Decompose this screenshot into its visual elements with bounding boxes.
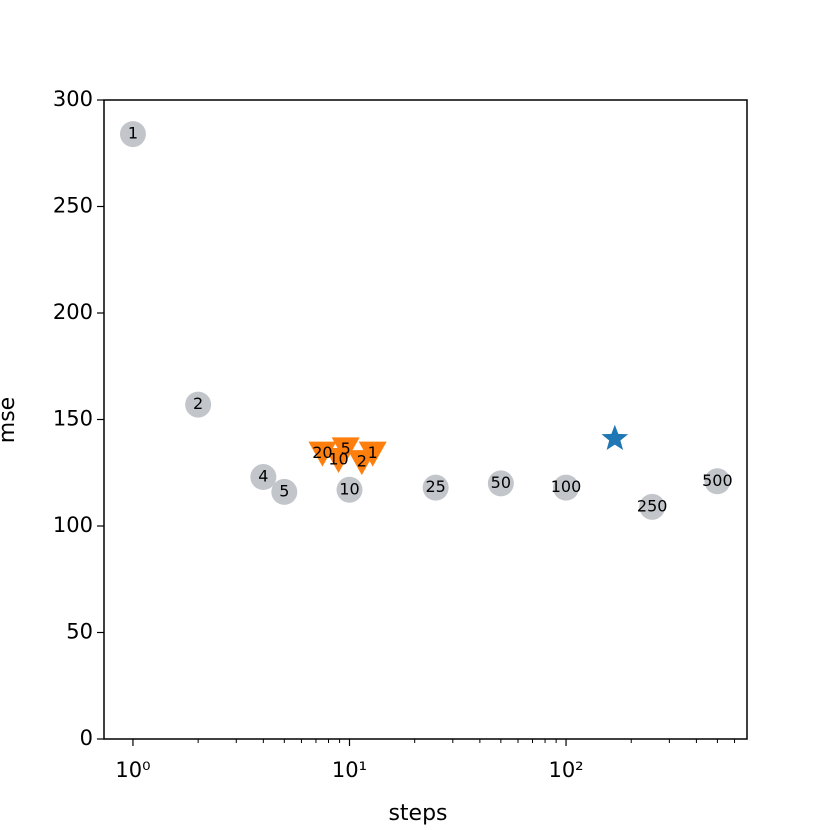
point	[250, 464, 277, 491]
point-label: 25	[425, 477, 445, 496]
point	[271, 478, 298, 505]
point	[601, 424, 629, 450]
x-tick-label: 10¹	[332, 758, 367, 782]
point-label: 2	[357, 452, 367, 471]
point	[119, 121, 146, 148]
x-tick-label: 10⁰	[115, 758, 150, 782]
point	[553, 474, 580, 501]
point-label: 500	[702, 471, 733, 490]
point-label: 1	[128, 124, 138, 143]
point-label: 100	[551, 477, 582, 496]
point-label: 10	[339, 479, 359, 498]
point	[704, 468, 731, 495]
point	[336, 476, 363, 503]
y-tick-label: 250	[53, 194, 93, 218]
y-tick-label: 200	[53, 300, 93, 324]
y-tick-label: 0	[80, 726, 93, 750]
point	[639, 493, 666, 520]
point-label: 20	[312, 443, 332, 462]
y-tick-label: 300	[53, 87, 93, 111]
point	[324, 447, 353, 473]
plot-frame	[103, 99, 748, 740]
point-label: 5	[341, 439, 351, 458]
point-label: 1	[368, 443, 378, 462]
y-tick-label: 50	[66, 620, 93, 644]
y-axis-label: mse	[0, 397, 20, 443]
point	[185, 391, 212, 418]
point-label: 250	[637, 496, 668, 515]
point-label: 4	[258, 467, 268, 486]
point	[487, 470, 514, 497]
point-label: 5	[279, 481, 289, 500]
point	[422, 474, 449, 501]
point	[308, 441, 337, 467]
x-tick-label: 10²	[548, 758, 583, 782]
point-label: 10	[328, 449, 348, 468]
point-label: 2	[193, 394, 203, 413]
y-tick-label: 150	[53, 407, 93, 431]
y-tick-label: 100	[53, 513, 93, 537]
x-axis-label: steps	[388, 801, 447, 826]
point-label: 50	[491, 473, 511, 492]
point	[347, 450, 376, 476]
